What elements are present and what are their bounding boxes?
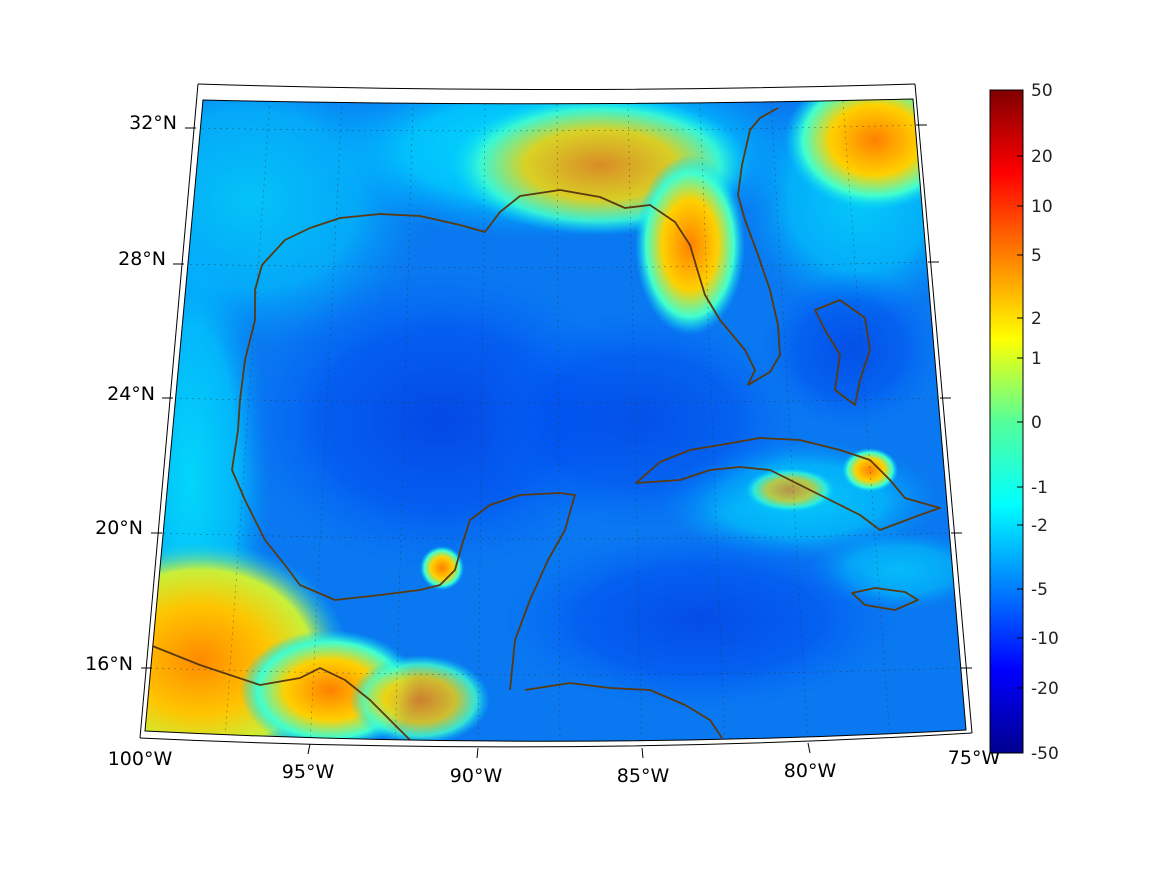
lat-label-24n: 24°N	[107, 383, 155, 405]
lon-label-80w: 80°W	[784, 760, 837, 782]
colorbar-tick-label: -20	[1031, 679, 1059, 699]
colorbar-tick-label: -10	[1031, 629, 1059, 649]
colorbar-tick-label: 0	[1031, 413, 1042, 433]
coastlines	[149, 107, 941, 742]
lat-label-16n: 16°N	[85, 653, 133, 675]
graticule	[149, 99, 960, 742]
lon-label-85w: 85°W	[617, 765, 670, 787]
bahamas-coastline	[814, 299, 871, 406]
map-frame	[139, 83, 973, 759]
colorbar-tick-label: 5	[1031, 246, 1042, 266]
colorbar-tick-label: -5	[1031, 580, 1048, 600]
honduras-coastline	[524, 682, 723, 739]
gulf-coastline	[231, 107, 781, 691]
colorbar-tick-label: -1	[1031, 478, 1048, 498]
lon-label-75w: 75°W	[948, 747, 1001, 769]
colorbar-tick-label: 20	[1031, 147, 1053, 167]
colorbar-tick-label: 50	[1031, 81, 1053, 101]
lat-label-20n: 20°N	[95, 517, 143, 539]
colorbar-tick-label: 2	[1031, 309, 1042, 329]
jamaica-coastline	[851, 587, 919, 611]
lon-label-95w: 95°W	[282, 761, 335, 783]
lat-label-32n: 32°N	[129, 112, 177, 134]
central-america-coastline	[149, 644, 416, 742]
longitude-labels: 100°W 95°W 90°W 85°W 80°W 75°W	[108, 747, 1001, 787]
colorbar-tick-label: -50	[1031, 744, 1059, 764]
latitude-labels: 32°N 28°N 24°N 20°N 16°N	[85, 112, 177, 675]
colorbar-tick-label: -2	[1031, 516, 1048, 536]
lat-label-28n: 28°N	[118, 248, 166, 270]
lon-label-90w: 90°W	[450, 765, 503, 787]
cuba-coastline	[635, 437, 941, 531]
colorbar-tick-label: 10	[1031, 197, 1053, 217]
lon-label-100w: 100°W	[108, 748, 173, 770]
colorbar-tick-label: 1	[1031, 349, 1042, 369]
